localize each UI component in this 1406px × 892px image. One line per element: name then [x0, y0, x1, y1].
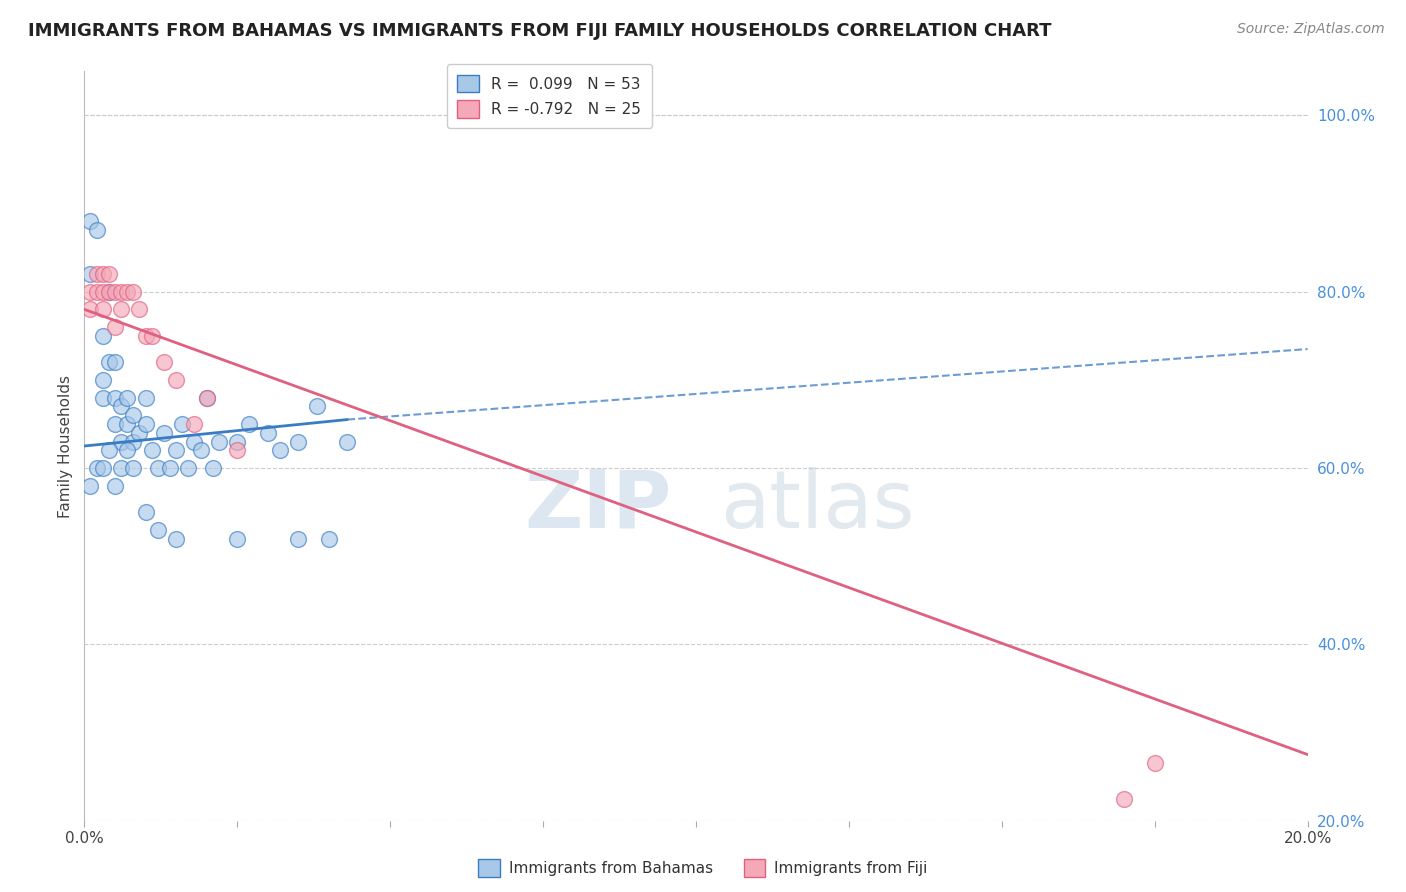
- Point: [195, 391, 218, 405]
- Legend: R =  0.099   N = 53, R = -0.792   N = 25: R = 0.099 N = 53, R = -0.792 N = 25: [447, 64, 651, 128]
- Point: [238, 417, 260, 431]
- Point: [110, 400, 132, 414]
- Point: [141, 443, 163, 458]
- Point: [79, 302, 101, 317]
- Point: [165, 532, 187, 546]
- Point: [269, 443, 291, 458]
- Point: [104, 320, 127, 334]
- Point: [115, 391, 138, 405]
- Point: [104, 285, 127, 299]
- Point: [226, 532, 249, 546]
- Point: [86, 285, 108, 299]
- Point: [91, 302, 114, 317]
- Point: [122, 434, 145, 449]
- Point: [141, 328, 163, 343]
- Point: [115, 443, 138, 458]
- Point: [86, 267, 108, 281]
- Point: [287, 434, 309, 449]
- Point: [287, 532, 309, 546]
- Point: [122, 461, 145, 475]
- Point: [1143, 756, 1166, 771]
- Point: [336, 434, 359, 449]
- Point: [128, 425, 150, 440]
- Text: atlas: atlas: [720, 467, 915, 545]
- Point: [146, 461, 169, 475]
- Point: [122, 408, 145, 422]
- Point: [91, 373, 114, 387]
- Point: [195, 391, 218, 405]
- Point: [183, 434, 205, 449]
- Point: [135, 328, 157, 343]
- Point: [183, 417, 205, 431]
- Point: [104, 355, 127, 369]
- Point: [104, 391, 127, 405]
- Point: [97, 285, 120, 299]
- Legend: Immigrants from Bahamas, Immigrants from Fiji: Immigrants from Bahamas, Immigrants from…: [471, 852, 935, 884]
- Point: [135, 391, 157, 405]
- Point: [226, 443, 249, 458]
- Point: [86, 461, 108, 475]
- Point: [91, 285, 114, 299]
- Point: [110, 285, 132, 299]
- Point: [172, 417, 194, 431]
- Point: [115, 285, 138, 299]
- Text: IMMIGRANTS FROM BAHAMAS VS IMMIGRANTS FROM FIJI FAMILY HOUSEHOLDS CORRELATION CH: IMMIGRANTS FROM BAHAMAS VS IMMIGRANTS FR…: [28, 22, 1052, 40]
- Point: [91, 391, 114, 405]
- Point: [177, 461, 200, 475]
- Point: [104, 417, 127, 431]
- Point: [1114, 791, 1136, 805]
- Point: [97, 285, 120, 299]
- Point: [91, 267, 114, 281]
- Point: [79, 267, 101, 281]
- Point: [153, 425, 176, 440]
- Point: [86, 223, 108, 237]
- Point: [153, 355, 176, 369]
- Point: [79, 214, 101, 228]
- Text: Source: ZipAtlas.com: Source: ZipAtlas.com: [1237, 22, 1385, 37]
- Point: [305, 400, 328, 414]
- Point: [79, 478, 101, 492]
- Point: [190, 443, 212, 458]
- Point: [91, 461, 114, 475]
- Point: [159, 461, 181, 475]
- Text: ZIP: ZIP: [524, 467, 672, 545]
- Point: [135, 417, 157, 431]
- Point: [257, 425, 280, 440]
- Point: [318, 532, 340, 546]
- Y-axis label: Family Households: Family Households: [58, 375, 73, 517]
- Point: [110, 434, 132, 449]
- Point: [201, 461, 224, 475]
- Point: [91, 328, 114, 343]
- Point: [146, 523, 169, 537]
- Point: [104, 478, 127, 492]
- Point: [226, 434, 249, 449]
- Point: [110, 302, 132, 317]
- Point: [79, 285, 101, 299]
- Point: [110, 461, 132, 475]
- Point: [165, 443, 187, 458]
- Point: [122, 285, 145, 299]
- Point: [128, 302, 150, 317]
- Point: [165, 373, 187, 387]
- Point: [97, 267, 120, 281]
- Point: [97, 355, 120, 369]
- Point: [97, 443, 120, 458]
- Point: [135, 505, 157, 519]
- Point: [208, 434, 231, 449]
- Point: [115, 417, 138, 431]
